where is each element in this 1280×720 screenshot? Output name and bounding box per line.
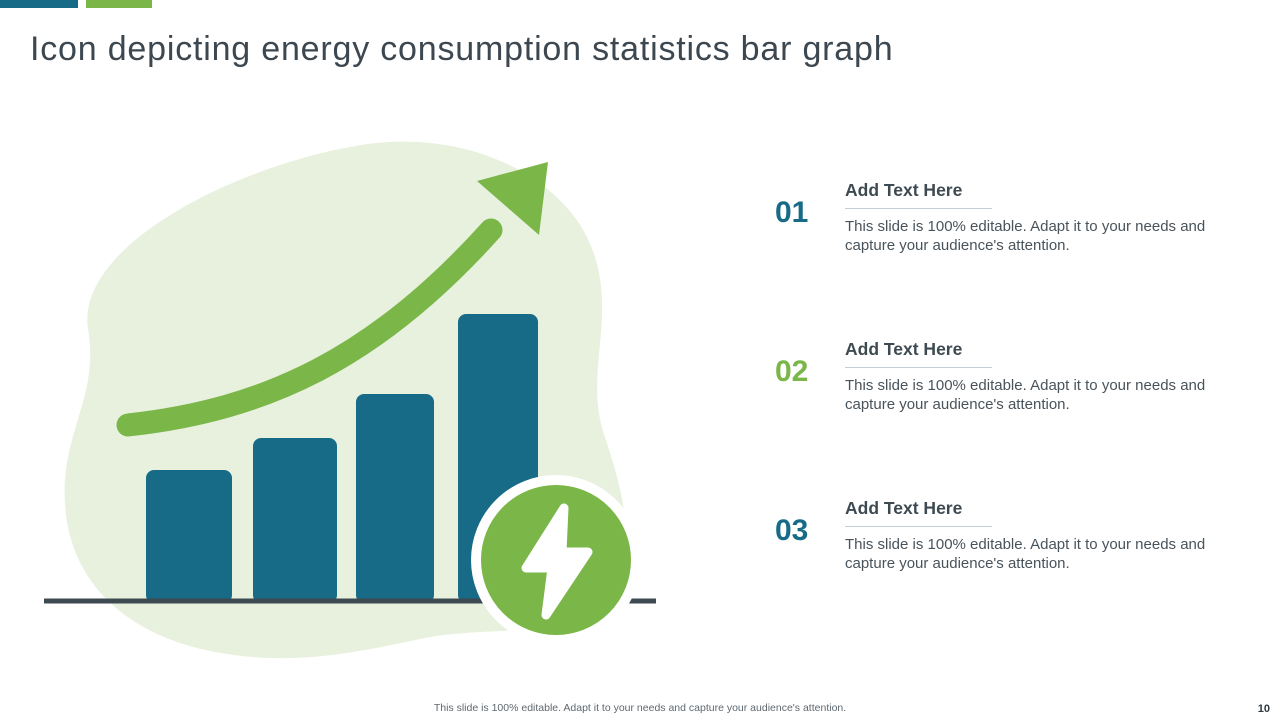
item-number: 02 (775, 355, 809, 389)
lightning-bolt-icon (521, 503, 593, 620)
item-text-block: Add Text Here This slide is 100% editabl… (845, 180, 1243, 255)
slide-footer: This slide is 100% editable. Adapt it to… (433, 702, 847, 714)
top-accent-bar-green (86, 0, 152, 8)
bar-1 (146, 470, 232, 603)
numbered-item-02: 02 Add Text Here This slide is 100% edit… (775, 339, 1255, 414)
item-text-block: Add Text Here This slide is 100% editabl… (845, 339, 1243, 414)
item-text-block: Add Text Here This slide is 100% editabl… (845, 498, 1243, 573)
growth-arrow-icon (116, 218, 503, 437)
energy-bar-graph-illustration (44, 141, 656, 659)
item-heading: Add Text Here (845, 498, 993, 528)
numbered-item-03: 03 Add Text Here This slide is 100% edit… (775, 498, 1255, 573)
numbered-item-01: 01 Add Text Here This slide is 100% edit… (775, 180, 1255, 255)
item-number: 03 (775, 514, 809, 548)
text-items: 01 Add Text Here This slide is 100% edit… (775, 180, 1255, 658)
item-body: This slide is 100% editable. Adapt it to… (845, 218, 1206, 254)
item-heading: Add Text Here (845, 339, 993, 369)
bar-2 (253, 438, 337, 603)
growth-arrowhead-icon (477, 162, 548, 235)
item-body: This slide is 100% editable. Adapt it to… (845, 377, 1206, 413)
item-number: 01 (775, 196, 809, 229)
page-number: 10 (1257, 703, 1270, 715)
page-title: Icon depicting energy consumption statis… (30, 30, 894, 68)
item-heading: Add Text Here (845, 180, 993, 209)
bar-3 (356, 394, 434, 603)
top-accent-bar-teal (0, 0, 78, 8)
item-body: This slide is 100% editable. Adapt it to… (845, 536, 1206, 572)
